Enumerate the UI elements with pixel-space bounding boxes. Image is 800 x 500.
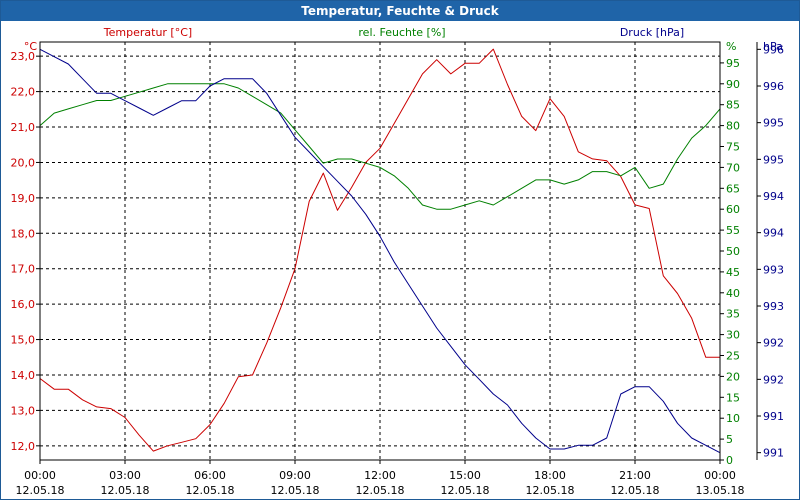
humidity-tick-label: 70 xyxy=(726,161,740,174)
humidity-tick-label: 5 xyxy=(726,433,733,446)
temperature-tick-label: 18,0 xyxy=(11,227,36,240)
temperature-axis-label: Temperatur [°C] xyxy=(103,26,192,39)
humidity-axis-label: rel. Feuchte [%] xyxy=(358,26,445,39)
x-tick-time: 12:00 xyxy=(364,469,396,482)
humidity-tick-label: 75 xyxy=(726,141,740,154)
humidity-tick-label: 40 xyxy=(726,287,740,300)
pressure-axis-label: Druck [hPa] xyxy=(620,26,684,39)
pressure-tick-label: 992 xyxy=(763,337,784,350)
pressure-tick-label: 996 xyxy=(763,80,784,93)
temperature-tick-label: 21,0 xyxy=(11,121,36,134)
x-tick-time: 15:00 xyxy=(449,469,481,482)
humidity-tick-label: 85 xyxy=(726,99,740,112)
temperature-tick-label: 14,0 xyxy=(11,369,36,382)
temperature-tick-label: 22,0 xyxy=(11,86,36,99)
pressure-tick-label: 991 xyxy=(763,447,784,460)
x-tick-date: 12.05.18 xyxy=(16,484,65,497)
temperature-tick-label: 20,0 xyxy=(11,156,36,169)
x-tick-date: 12.05.18 xyxy=(271,484,320,497)
x-tick-time: 00:00 xyxy=(704,469,736,482)
humidity-tick-label: 80 xyxy=(726,120,740,133)
pressure-tick-label: 994 xyxy=(763,190,784,203)
series-layer xyxy=(39,48,721,454)
humidity-tick-label: 35 xyxy=(726,308,740,321)
humidity-tick-label: 10 xyxy=(726,412,740,425)
humidity-tick-label: 55 xyxy=(726,224,740,237)
humidity-tick-label: 30 xyxy=(726,329,740,342)
temperature-tick-label: 12,0 xyxy=(11,440,36,453)
pressure-tick-label: 993 xyxy=(763,263,784,276)
temperature-tick-label: 17,0 xyxy=(11,263,36,276)
x-tick-date: 12.05.18 xyxy=(356,484,405,497)
humidity-tick-label: 60 xyxy=(726,203,740,216)
pressure-tick-label: 996 xyxy=(763,43,784,56)
temperature-tick-label: 15,0 xyxy=(11,334,36,347)
x-tick-time: 09:00 xyxy=(279,469,311,482)
x-tick-date: 13.05.18 xyxy=(696,484,745,497)
temperature-unit: °C xyxy=(24,40,38,53)
pressure-tick-label: 995 xyxy=(763,153,784,166)
series-line-humidity xyxy=(39,83,721,210)
window-title: Temperatur, Feuchte & Druck xyxy=(1,1,799,21)
x-tick-date: 12.05.18 xyxy=(526,484,575,497)
humidity-tick-label: 45 xyxy=(726,266,740,279)
pressure-unit: hPa xyxy=(763,40,783,53)
series-line-temperature xyxy=(39,48,720,452)
x-tick-time: 00:00 xyxy=(24,469,56,482)
humidity-tick-label: 65 xyxy=(726,182,740,195)
humidity-tick-label: 95 xyxy=(726,57,740,70)
series-line-pressure xyxy=(39,48,721,454)
pressure-tick-label: 992 xyxy=(763,373,784,386)
pressure-tick-label: 995 xyxy=(763,117,784,130)
humidity-tick-label: 20 xyxy=(726,370,740,383)
pressure-tick-label: 993 xyxy=(763,300,784,313)
pressure-tick-label: 994 xyxy=(763,227,784,240)
pressure-tick-label: 991 xyxy=(763,410,784,423)
x-tick-date: 12.05.18 xyxy=(101,484,150,497)
x-tick-date: 12.05.18 xyxy=(441,484,490,497)
x-tick-time: 21:00 xyxy=(619,469,651,482)
humidity-tick-label: 0 xyxy=(726,454,733,467)
temperature-tick-label: 19,0 xyxy=(11,192,36,205)
x-tick-time: 03:00 xyxy=(109,469,141,482)
humidity-tick-label: 90 xyxy=(726,78,740,91)
grid xyxy=(40,42,720,460)
x-tick-time: 18:00 xyxy=(534,469,566,482)
temperature-tick-label: 13,0 xyxy=(11,404,36,417)
temperature-tick-label: 16,0 xyxy=(11,298,36,311)
humidity-tick-label: 25 xyxy=(726,350,740,363)
axes-layer: 12,0 13,0 14,0 15,0 16,0 17,0 18,0 19,0 20,0 21,0… xyxy=(11,42,784,497)
humidity-tick-label: 50 xyxy=(726,245,740,258)
x-tick-date: 12.05.18 xyxy=(611,484,660,497)
temperature-tick-label: 23,0 xyxy=(11,50,36,63)
humidity-unit: % xyxy=(726,40,736,53)
humidity-tick-label: 15 xyxy=(726,391,740,404)
x-tick-date: 12.05.18 xyxy=(186,484,235,497)
x-tick-time: 06:00 xyxy=(194,469,226,482)
